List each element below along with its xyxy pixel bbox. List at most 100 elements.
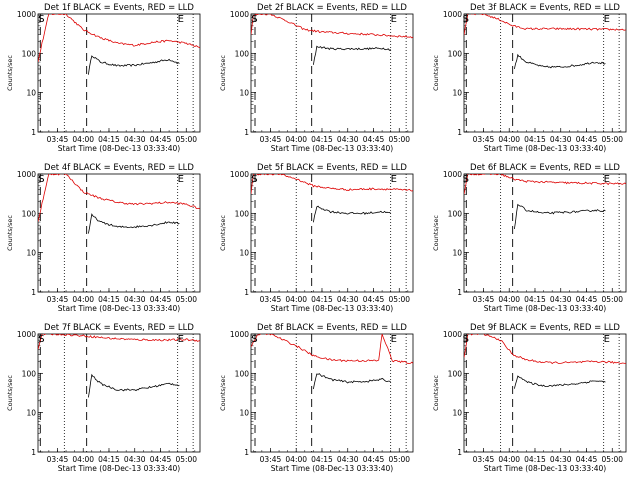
x-tick-label: 04:45 <box>576 135 598 144</box>
y-tick-label: 100 <box>448 209 463 218</box>
lld-series-line <box>251 174 413 195</box>
end-marker-label: E <box>604 174 610 185</box>
end-marker-label: E <box>391 334 397 345</box>
y-tick-label: 100 <box>22 369 37 378</box>
chart-panel: Det 6f BLACK = Events, RED = LLD 1 10 100 10… <box>432 163 627 313</box>
y-tick-label: 100 <box>235 49 250 58</box>
lld-series-line <box>251 14 413 39</box>
x-tick-label: 04:45 <box>363 455 385 464</box>
y-tick-label: 10 <box>239 89 249 98</box>
start-marker-label: S <box>463 174 469 185</box>
x-tick-label: 03:45 <box>260 295 282 304</box>
x-tick-label: 04:30 <box>337 455 359 464</box>
x-axis-label: Start Time (08-Dec-13 03:33:40) <box>271 304 393 313</box>
end-marker-label: E <box>391 14 397 25</box>
y-tick-label: 1 <box>244 288 249 297</box>
x-tick-label: 04:15 <box>311 455 333 464</box>
events-series-line <box>313 205 391 223</box>
y-tick-label: 10 <box>452 409 462 418</box>
x-tick-label: 04:15 <box>98 295 120 304</box>
y-axis-label: Counts/sec <box>219 215 227 251</box>
y-tick-label: 100 <box>235 209 250 218</box>
y-tick-label: 1 <box>457 448 462 457</box>
y-tick-label: 10 <box>26 249 36 258</box>
start-marker-label: S <box>251 174 257 185</box>
x-tick-label: 03:45 <box>47 295 69 304</box>
y-tick-label: 1000 <box>443 330 462 339</box>
x-tick-label: 05:00 <box>175 135 197 144</box>
x-tick-label: 04:30 <box>337 295 359 304</box>
x-tick-label: 04:00 <box>285 455 307 464</box>
end-marker-label: E <box>604 14 610 25</box>
chart-title: Det 1f BLACK = Events, RED = LLD <box>44 3 194 13</box>
events-series-line <box>313 45 391 65</box>
chart-panel: Det 7f BLACK = Events, RED = LLD 1 10 100 10… <box>6 323 201 473</box>
events-series-line <box>88 55 180 75</box>
x-tick-label: 04:45 <box>363 135 385 144</box>
y-tick-label: 1000 <box>17 330 36 339</box>
lld-series-line <box>38 174 200 222</box>
x-tick-label: 05:00 <box>175 455 197 464</box>
chart-title: Det 3f BLACK = Events, RED = LLD <box>470 3 620 13</box>
y-axis-label: Counts/sec <box>432 55 440 91</box>
x-tick-label: 04:15 <box>98 455 120 464</box>
x-tick-label: 05:00 <box>601 135 623 144</box>
x-tick-label: 04:00 <box>498 455 520 464</box>
x-tick-label: 04:30 <box>550 455 572 464</box>
x-tick-label: 04:30 <box>124 295 146 304</box>
lld-series-line <box>38 334 200 350</box>
x-tick-label: 04:15 <box>98 135 120 144</box>
plot-frame <box>250 13 414 133</box>
y-axis-label: Counts/sec <box>6 55 14 91</box>
x-tick-label: 04:45 <box>150 455 172 464</box>
plot-frame <box>250 173 414 293</box>
plot-area <box>464 14 626 132</box>
y-tick-label: 10 <box>26 89 36 98</box>
x-axis-label: Start Time (08-Dec-13 03:33:40) <box>58 144 180 153</box>
y-tick-label: 1 <box>457 128 462 137</box>
x-tick-label: 05:00 <box>601 295 623 304</box>
y-tick-label: 100 <box>22 209 37 218</box>
y-tick-label: 1000 <box>230 170 249 179</box>
x-tick-label: 03:45 <box>473 455 495 464</box>
x-tick-label: 04:00 <box>72 455 94 464</box>
x-axis-label: Start Time (08-Dec-13 03:33:40) <box>58 464 180 473</box>
end-marker-label: E <box>604 334 610 345</box>
x-tick-label: 04:15 <box>311 295 333 304</box>
chart-panel: Det 1f BLACK = Events, RED = LLD 1 10 100 10… <box>6 3 201 153</box>
chart-panel: Det 9f BLACK = Events, RED = LLD 1 10 100 10… <box>432 323 627 473</box>
end-marker-label: E <box>178 174 184 185</box>
y-axis-label: Counts/sec <box>432 375 440 411</box>
y-tick-label: 100 <box>235 369 250 378</box>
events-series-line <box>514 53 606 69</box>
x-tick-label: 04:45 <box>576 295 598 304</box>
y-tick-label: 10 <box>239 409 249 418</box>
x-tick-label: 03:45 <box>260 135 282 144</box>
x-tick-label: 04:15 <box>524 455 546 464</box>
x-tick-label: 04:30 <box>550 135 572 144</box>
y-axis-label: Counts/sec <box>6 375 14 411</box>
events-series-line <box>88 373 180 398</box>
x-tick-label: 04:45 <box>150 135 172 144</box>
x-tick-label: 04:15 <box>524 295 546 304</box>
y-tick-label: 100 <box>448 369 463 378</box>
lld-series-line <box>464 334 626 365</box>
start-marker-label: S <box>38 174 44 185</box>
end-marker-label: E <box>178 14 184 25</box>
chart-title: Det 9f BLACK = Events, RED = LLD <box>470 323 620 333</box>
x-tick-label: 05:00 <box>601 455 623 464</box>
start-marker-label: S <box>38 14 44 25</box>
start-marker-label: S <box>251 334 257 345</box>
events-series-line <box>313 373 391 390</box>
x-tick-label: 04:45 <box>576 455 598 464</box>
lld-series-line <box>464 174 626 195</box>
start-marker-label: S <box>463 334 469 345</box>
y-tick-label: 1000 <box>230 330 249 339</box>
events-series-line <box>88 213 180 234</box>
y-tick-label: 1 <box>31 128 36 137</box>
chart-title: Det 5f BLACK = Events, RED = LLD <box>257 163 407 173</box>
lld-series-line <box>38 14 200 62</box>
x-axis-label: Start Time (08-Dec-13 03:33:40) <box>271 464 393 473</box>
x-tick-label: 03:45 <box>47 455 69 464</box>
